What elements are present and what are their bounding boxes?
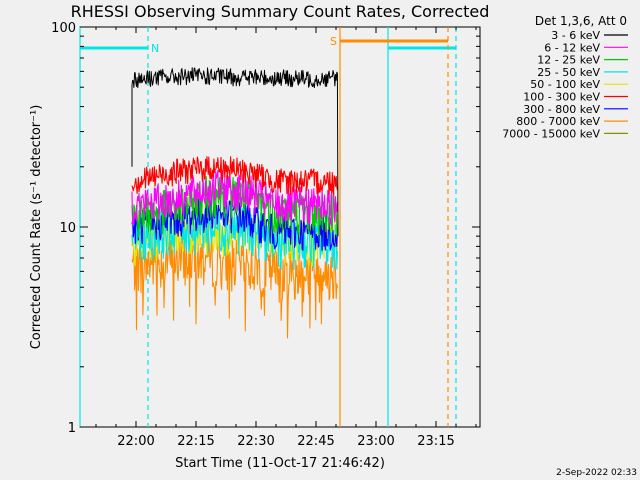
y-tick-label-1: 10	[59, 221, 76, 236]
series-layer	[131, 67, 339, 339]
y-tick-label-2: 100	[51, 21, 76, 36]
legend-label-0: 3 - 6 keV	[551, 29, 600, 42]
legend-label-3: 25 - 50 keV	[537, 66, 600, 79]
x-tick-label-0: 22:00	[117, 434, 154, 449]
x-tick-label-4: 23:00	[357, 434, 394, 449]
saa-label: S	[330, 35, 337, 48]
footer-date: 2-Sep-2022 02:33	[556, 468, 637, 478]
legend-label-5: 100 - 300 keV	[523, 91, 600, 104]
x-tick-label-5: 23:15	[417, 434, 454, 449]
series-line-0	[131, 67, 339, 237]
night-label: N	[151, 42, 159, 55]
x-axis-label: Start Time (11-Oct-17 21:46:42)	[175, 456, 385, 471]
legend-label-6: 300 - 800 keV	[523, 103, 600, 116]
annotation-layer: NS	[79, 27, 457, 427]
axes: 22:00 22:15 22:30 22:45 23:00 23:15 1 10 100	[51, 21, 480, 449]
x-tick-label-3: 22:45	[297, 434, 334, 449]
series-line-5	[131, 156, 338, 196]
y-axis-label: Corrected Count Rate (s⁻¹ detector⁻¹)	[29, 105, 44, 350]
legend-label-4: 50 - 100 keV	[530, 78, 600, 91]
x-tick-label-1: 22:15	[177, 434, 214, 449]
chart-title: RHESSI Observing Summary Count Rates, Co…	[71, 2, 490, 21]
legend-label-7: 800 - 7000 keV	[516, 115, 600, 128]
legend-label-2: 12 - 25 keV	[537, 54, 600, 67]
series-line-1	[131, 169, 338, 226]
legend-title: Det 1,3,6, Att 0	[535, 14, 627, 28]
y-tick-label-0: 1	[68, 421, 76, 436]
legend-label-8: 7000 - 15000 keV	[502, 127, 600, 140]
x-tick-label-2: 22:30	[237, 434, 274, 449]
legend-label-1: 6 - 12 keV	[544, 41, 600, 54]
